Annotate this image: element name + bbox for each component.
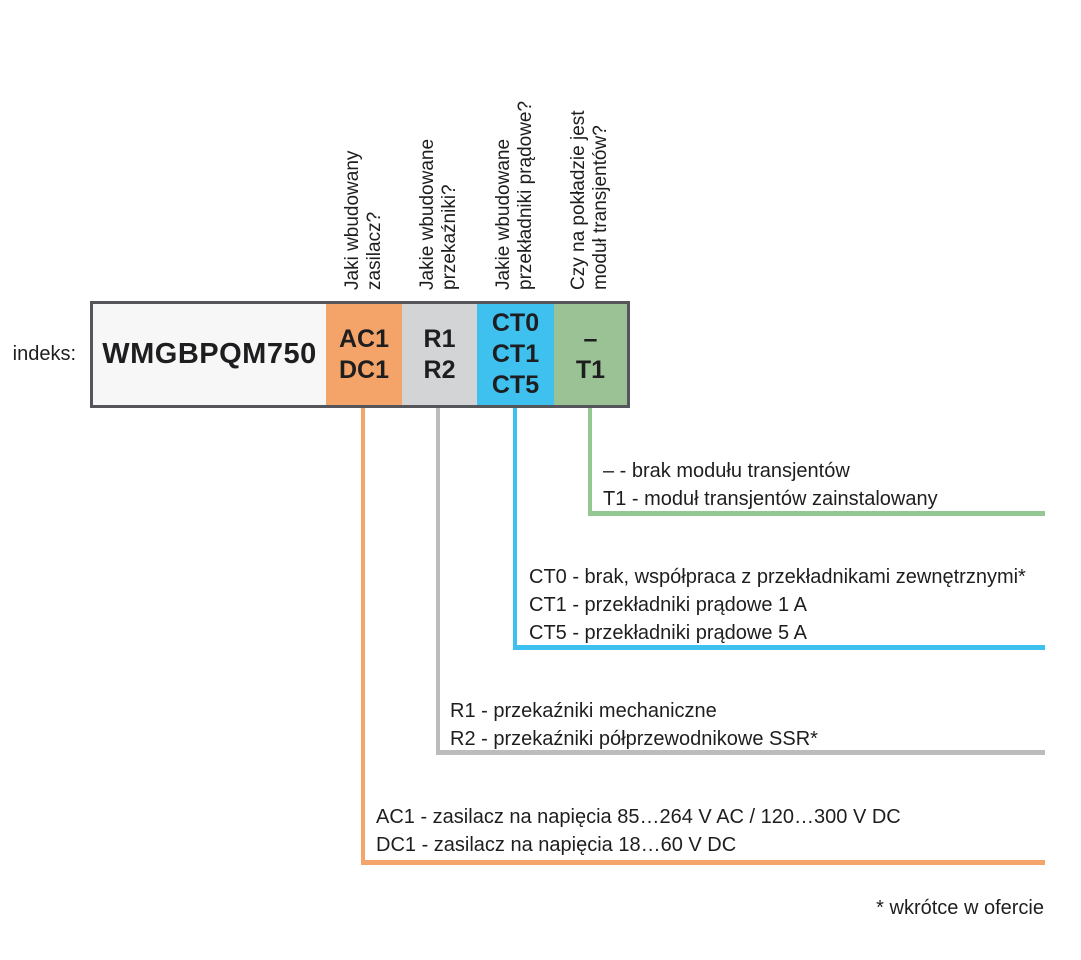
question-transient-module: Czy na pokładzie jest moduł transjentów? — [568, 110, 611, 290]
footnote: * wkrótce w ofercie — [876, 897, 1044, 919]
connector-transient-module — [588, 408, 1045, 516]
option-line: CT5 - przekładniki prądowe 5 A — [529, 622, 807, 644]
segment-relays: R1 R2 — [402, 304, 477, 405]
product-code-text: WMGBPQM750 — [102, 338, 317, 370]
option-line: – - brak modułu transjentów — [603, 460, 850, 482]
question-power-supply: Jaki wbudowany zasilacz? — [342, 150, 385, 290]
options-power-supply: AC1 - zasilacz na napięcia 85…264 V AC /… — [376, 803, 901, 859]
option-line: R1 - przekaźniki mechaniczne — [450, 700, 717, 722]
question-current-transformers: Jakie wbudowane przekładniki prądowe? — [493, 100, 536, 290]
segment-base-code: WMGBPQM750 — [93, 304, 326, 405]
segment-relays-codes: R1 R2 — [423, 324, 456, 384]
options-current-transformers: CT0 - brak, współpraca z przekładnikami … — [529, 563, 1026, 647]
option-line: DC1 - zasilacz na napięcia 18…60 V DC — [376, 834, 737, 856]
option-line: AC1 - zasilacz na napięcia 85…264 V AC /… — [376, 806, 901, 828]
option-line: T1 - moduł transjentów zainstalowany — [603, 488, 938, 510]
option-line: R2 - przekaźniki półprzewodnikowe SSR* — [450, 728, 818, 750]
index-label: indeks: — [12, 343, 76, 365]
question-relays: Jakie wbudowane przekaźniki? — [417, 138, 460, 290]
option-line: CT1 - przekładniki prądowe 1 A — [529, 594, 807, 616]
connector-relays — [436, 408, 1045, 755]
connector-power-supply — [361, 408, 1045, 865]
option-line: CT0 - brak, współpraca z przekładnikami … — [529, 566, 1026, 588]
connector-current-transformers — [513, 408, 1045, 650]
segment-transient-module-codes: – T1 — [575, 324, 606, 384]
segment-current-transformers-codes: CT0 CT1 CT5 — [491, 309, 540, 399]
segment-power-supply-codes: AC1 DC1 — [338, 324, 389, 384]
segment-power-supply: AC1 DC1 — [326, 304, 402, 405]
options-transient-module: – - brak modułu transjentów T1 - moduł t… — [603, 457, 938, 513]
segment-current-transformers: CT0 CT1 CT5 — [477, 304, 554, 405]
product-code-bar: WMGBPQM750 AC1 DC1 R1 R2 CT0 CT1 CT5 – T… — [90, 301, 630, 408]
options-relays: R1 - przekaźniki mechaniczne R2 - przeka… — [450, 697, 818, 753]
segment-transient-module: – T1 — [554, 304, 627, 405]
